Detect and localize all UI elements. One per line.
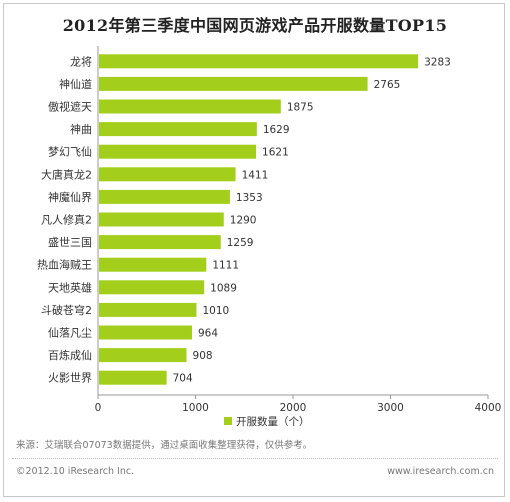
copyright-text: ©2012.10 iResearch Inc. xyxy=(16,466,135,477)
legend-swatch xyxy=(224,417,232,425)
x-tick-label: 1000 xyxy=(182,402,209,414)
bar-9 xyxy=(99,235,221,250)
category-label: 神魔仙界 xyxy=(48,190,92,204)
value-label: 2765 xyxy=(374,79,401,91)
value-label: 1111 xyxy=(212,260,239,272)
bar-15 xyxy=(99,370,167,385)
x-tick-label: 4000 xyxy=(475,402,502,414)
category-label: 盛世三国 xyxy=(48,235,92,249)
value-label: 1259 xyxy=(227,237,254,249)
website-text: www.iresearch.com.cn xyxy=(387,466,494,477)
bar-11 xyxy=(99,280,205,295)
bar-2 xyxy=(99,76,368,91)
category-label: 百炼成仙 xyxy=(48,348,92,362)
category-label: 天地英雄 xyxy=(48,280,92,294)
bar-5 xyxy=(99,144,257,159)
value-label: 1875 xyxy=(287,102,314,114)
category-label: 大唐真龙2 xyxy=(41,167,92,181)
bar-7 xyxy=(99,189,230,204)
bar-chart: 龙将 3283 神仙道 2765 傲视遮天 1875 神曲 1629 梦幻飞仙 1621 大唐真龙2… xyxy=(37,46,502,428)
value-label: 1290 xyxy=(230,215,257,227)
chart-title: 2012年第三季度中国网页游戏产品开服数量TOP15 xyxy=(62,16,448,35)
value-label: 1089 xyxy=(210,282,237,294)
category-label: 龙将 xyxy=(70,55,92,68)
bar-14 xyxy=(99,348,187,363)
category-label: 凡人修真2 xyxy=(41,213,92,227)
source-note: 来源：艾瑞联合07073数据提供，通过桌面收集整理获得，仅供参考。 xyxy=(16,440,313,451)
value-label: 3283 xyxy=(424,56,451,68)
value-label: 704 xyxy=(173,373,193,385)
x-tick-label: 2000 xyxy=(280,402,307,414)
category-label: 斗破苍穹2 xyxy=(41,303,92,317)
value-label: 964 xyxy=(198,328,218,340)
category-label: 仙落凡尘 xyxy=(48,327,92,340)
x-tick-label: 3000 xyxy=(377,402,404,414)
bar-10 xyxy=(99,257,207,272)
category-label: 热血海贼王 xyxy=(37,258,92,272)
bar-12 xyxy=(99,302,197,317)
value-label: 1629 xyxy=(263,124,290,136)
category-label: 梦幻飞仙 xyxy=(48,146,92,159)
category-label: 神曲 xyxy=(70,122,92,136)
value-label: 1010 xyxy=(202,305,229,317)
x-tick-label: 0 xyxy=(95,402,102,414)
bar-8 xyxy=(99,212,224,227)
value-label: 1621 xyxy=(262,147,289,159)
category-label: 火影世界 xyxy=(48,372,92,385)
category-label: 傲视遮天 xyxy=(48,100,92,114)
bar-3 xyxy=(99,99,281,114)
legend-label: 开服数量（个） xyxy=(236,415,310,428)
bar-6 xyxy=(99,167,236,182)
bar-13 xyxy=(99,325,192,340)
value-label: 1411 xyxy=(242,169,269,181)
category-label: 神仙道 xyxy=(59,77,92,91)
footer-divider xyxy=(12,458,498,459)
value-label: 1353 xyxy=(236,192,263,204)
bar-4 xyxy=(99,122,257,137)
value-label: 908 xyxy=(193,350,213,362)
bar-1 xyxy=(99,54,419,69)
